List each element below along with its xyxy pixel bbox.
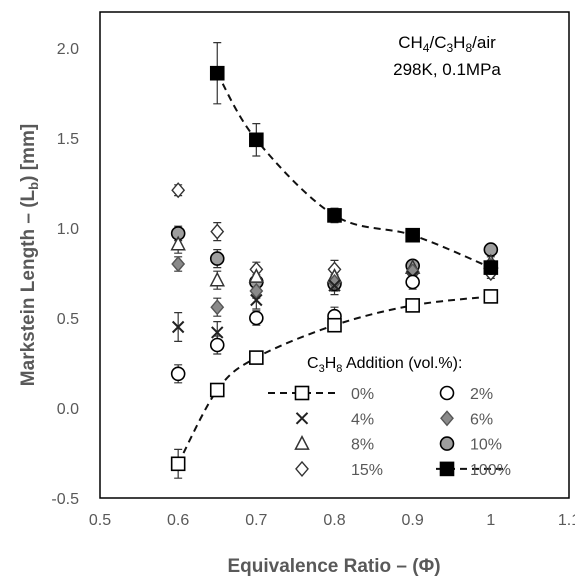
data-point <box>328 279 341 292</box>
data-point <box>327 273 342 291</box>
data-point <box>483 260 499 275</box>
data-point <box>327 317 342 333</box>
annotation-line-2: 298K, 0.1MPa <box>393 60 501 79</box>
data-point <box>170 456 186 472</box>
data-point <box>405 227 420 243</box>
data-markers <box>170 65 499 472</box>
data-point <box>171 182 186 199</box>
legend-label: 4% <box>351 411 374 428</box>
data-point <box>405 298 420 313</box>
data-point <box>250 293 263 307</box>
data-point <box>209 251 225 266</box>
data-point <box>171 255 186 273</box>
x-tick-label: 0.6 <box>167 512 189 529</box>
data-point <box>211 326 224 339</box>
x-axis-title: Equivalence Ratio – (Φ) <box>227 556 440 577</box>
x-tick-label: 1.1 <box>558 512 575 529</box>
legend: 0% 2% 4% 6% 8% 10% 15% 100% <box>268 385 511 479</box>
legend-marker <box>295 412 309 425</box>
annotation-line-1: CH4/C3H8/air <box>398 33 496 55</box>
plot-frame <box>99 11 570 499</box>
legend-marker <box>295 460 309 477</box>
data-point <box>483 289 499 304</box>
data-point <box>171 320 185 334</box>
x-tick-label: 1 <box>486 512 495 529</box>
data-point <box>210 299 225 316</box>
data-point <box>249 350 264 365</box>
annotation: CH4/C3H8/air 298K, 0.1MPa <box>393 33 501 79</box>
legend-label: 100% <box>470 462 511 479</box>
legend-label: 6% <box>470 411 493 428</box>
tick-labels: 0.5 0.6 0.7 0.8 0.9 1 1.1 -0.5 0.0 0.5 1.0 1.5 2.0 <box>51 41 575 529</box>
data-point <box>170 366 186 382</box>
legend-marker <box>294 385 310 401</box>
y-tick-label: 1.0 <box>57 221 79 238</box>
data-point <box>405 274 420 290</box>
x-tick-label: 0.7 <box>245 512 267 529</box>
data-point <box>249 310 264 326</box>
x-tick-label: 0.8 <box>323 512 345 529</box>
legend-title: C3H8 Addition (vol.%): <box>307 355 462 375</box>
x-tick-label: 0.5 <box>89 512 111 529</box>
legend-marker <box>294 434 310 450</box>
data-point <box>209 337 225 353</box>
data-point <box>209 65 225 81</box>
data-point <box>248 267 265 283</box>
series-line <box>216 72 492 269</box>
data-point <box>170 235 186 251</box>
data-point <box>209 382 225 398</box>
legend-marker <box>439 461 455 477</box>
legend-label: 2% <box>470 386 493 403</box>
legend-label: 8% <box>351 437 374 454</box>
y-tick-label: 2.0 <box>57 41 79 58</box>
y-tick-label: 1.5 <box>57 131 79 148</box>
data-point <box>210 223 225 240</box>
legend-marker <box>439 385 455 401</box>
legend-marker <box>439 436 455 451</box>
y-tick-label: 0.0 <box>57 401 79 418</box>
y-tick-label: -0.5 <box>51 491 79 508</box>
x-tick-label: 0.9 <box>402 512 424 529</box>
data-point <box>249 132 264 148</box>
legend-label: 10% <box>470 437 502 454</box>
legend-label: 15% <box>351 462 383 479</box>
legend-label: 0% <box>351 386 374 403</box>
data-point <box>327 208 342 223</box>
y-axis-title: Markstein Length – (Lb) [mm] <box>18 124 41 386</box>
legend-marker <box>440 410 454 427</box>
y-tick-label: 0.5 <box>57 311 79 328</box>
data-point <box>209 271 225 287</box>
data-point <box>249 282 264 300</box>
